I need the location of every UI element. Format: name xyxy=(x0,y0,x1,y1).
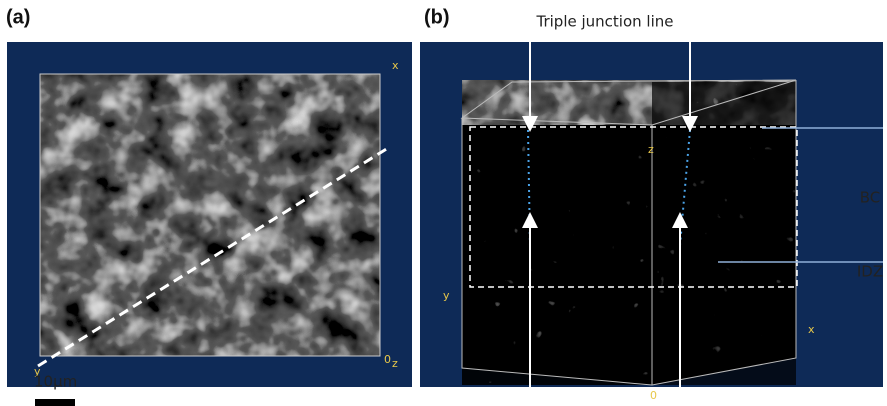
axis-label: x xyxy=(392,59,399,72)
axis-label: 0 xyxy=(650,389,657,402)
axis-label: z xyxy=(392,357,398,370)
micrograph xyxy=(40,74,380,356)
front-face xyxy=(462,125,652,385)
axis-label: y xyxy=(443,289,450,302)
panel-label: (a) xyxy=(6,6,30,28)
axis-label: x xyxy=(808,323,815,336)
panel-label: (b) xyxy=(424,6,450,28)
axis-label: 0 xyxy=(384,353,391,366)
scale-label: 10μm xyxy=(34,373,77,391)
region-label: IDZ xyxy=(857,263,883,281)
axis-label: z xyxy=(648,143,654,156)
scale-bar xyxy=(35,399,75,406)
region-label: BC xyxy=(860,189,881,207)
annotation: Triple junction line xyxy=(536,13,674,31)
figure: (a) x y 0 z (b) Triple junction line z y… xyxy=(0,0,887,406)
